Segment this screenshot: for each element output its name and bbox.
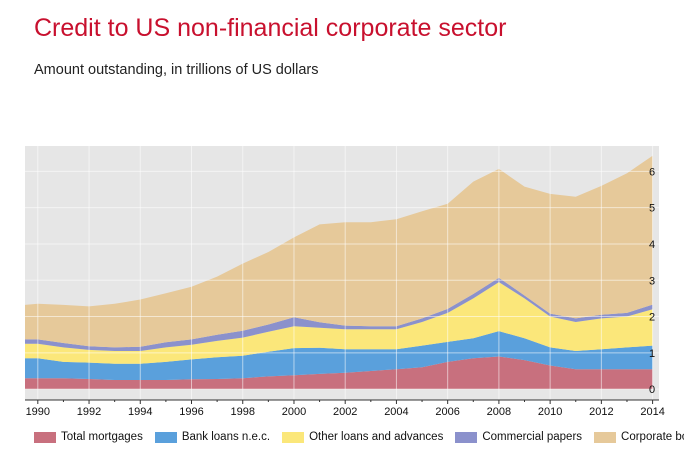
chart-subtitle: Amount outstanding, in trillions of US d…: [34, 62, 319, 78]
legend-item: Other loans and advances: [282, 431, 443, 443]
legend-label: Bank loans n.e.c.: [181, 431, 271, 443]
y-tick-label: 5: [649, 203, 655, 215]
chart-title: Credit to US non-financial corporate sec…: [34, 14, 507, 42]
legend-swatch: [34, 431, 56, 443]
legend-item: Total mortgages: [34, 431, 143, 443]
x-tick-label: 2014: [640, 406, 664, 418]
area-bank-loans-n-e-c: [25, 331, 653, 380]
y-axis: 0 1 2 3 4 5 6: [649, 166, 655, 396]
y-tick-label: 2: [649, 312, 655, 324]
area-other-loans-and-advances: [25, 282, 653, 364]
x-tick-label: 2010: [538, 406, 562, 418]
x-tick-label: 2012: [589, 406, 613, 418]
legend-label: Other loans and advances: [309, 431, 444, 443]
gridlines: [25, 146, 659, 400]
x-tick-label: 1994: [128, 406, 152, 418]
legend-swatch: [282, 431, 305, 443]
x-tick-label: 1992: [77, 406, 101, 418]
y-tick-label: 0: [649, 384, 655, 396]
legend-item: Commercial papers: [455, 431, 582, 443]
x-tick-label: 2002: [333, 406, 357, 418]
x-tick-label: 2008: [487, 406, 511, 418]
x-tick-label: 2000: [282, 406, 306, 418]
y-tick-label: 4: [649, 239, 655, 251]
legend: Total mortgages Bank loans n.e.c. Other lo…: [34, 426, 684, 448]
x-tick-label: 1996: [179, 406, 203, 418]
y-tick-label: 3: [649, 275, 655, 287]
y-tick-label: 6: [649, 166, 655, 178]
x-tick-label: 2006: [435, 406, 459, 418]
legend-swatch: [154, 431, 177, 443]
legend-item: Bank loans n.e.c.: [154, 431, 271, 443]
legend-item: Corporate bonds: [594, 431, 684, 443]
legend-label: Commercial papers: [482, 431, 583, 443]
x-tick-label: 2004: [384, 406, 408, 418]
x-tick-label: 1990: [26, 406, 50, 418]
area-total-mortgages: [25, 356, 653, 390]
legend-label: Corporate bonds: [621, 431, 684, 443]
legend-swatch: [594, 431, 617, 443]
area-corporate-bonds: [25, 155, 653, 348]
x-axis: 1990 1992 1994 1996 1998 2000 2002 2004 2006 2008…: [25, 399, 665, 418]
legend-label: Total mortgages: [61, 431, 143, 443]
legend-swatch: [455, 431, 478, 443]
x-tick-label: 1998: [230, 406, 254, 418]
y-tick-label: 1: [649, 348, 655, 360]
area-series-group: [25, 155, 653, 390]
